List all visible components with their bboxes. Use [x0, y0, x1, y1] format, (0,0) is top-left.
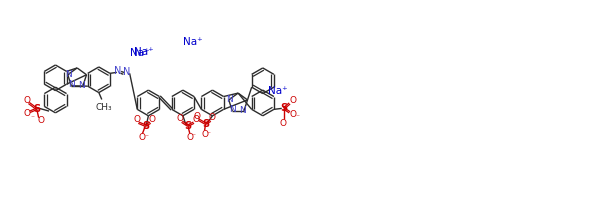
Text: N: N — [239, 106, 247, 115]
Text: S: S — [202, 119, 209, 129]
Text: N: N — [226, 95, 233, 104]
Text: O: O — [193, 112, 200, 121]
Text: S: S — [142, 121, 149, 131]
Text: O: O — [23, 96, 31, 105]
Text: CH₃: CH₃ — [95, 103, 112, 112]
Text: O: O — [37, 116, 44, 125]
Text: O: O — [289, 110, 296, 119]
Text: Na⁺: Na⁺ — [130, 48, 150, 58]
Text: S: S — [280, 103, 287, 113]
Text: O: O — [133, 115, 140, 124]
Text: O: O — [201, 130, 208, 139]
Text: O: O — [187, 133, 193, 142]
Text: ⁻: ⁻ — [296, 113, 299, 122]
Text: N: N — [79, 81, 85, 90]
Text: N: N — [68, 80, 75, 89]
Text: N: N — [229, 105, 236, 114]
Text: N: N — [65, 70, 72, 79]
Text: ⁻: ⁻ — [206, 129, 211, 138]
Text: ⁻: ⁻ — [145, 132, 148, 141]
Text: ⁻: ⁻ — [192, 131, 196, 140]
Text: O: O — [139, 133, 146, 142]
Text: O: O — [149, 115, 156, 124]
Text: O: O — [289, 96, 296, 105]
Text: O: O — [209, 113, 216, 122]
Text: O: O — [23, 109, 31, 118]
Text: O: O — [176, 114, 184, 123]
Text: O: O — [192, 115, 199, 124]
Text: S: S — [33, 104, 40, 114]
Text: Na⁺: Na⁺ — [183, 37, 203, 47]
Text: ⁻: ⁻ — [31, 113, 35, 122]
Text: N: N — [114, 66, 122, 76]
Text: Na⁺: Na⁺ — [134, 47, 153, 57]
Text: S: S — [184, 121, 191, 131]
Text: Na⁺: Na⁺ — [268, 86, 287, 96]
Text: O: O — [279, 119, 286, 128]
Text: N: N — [123, 67, 130, 77]
